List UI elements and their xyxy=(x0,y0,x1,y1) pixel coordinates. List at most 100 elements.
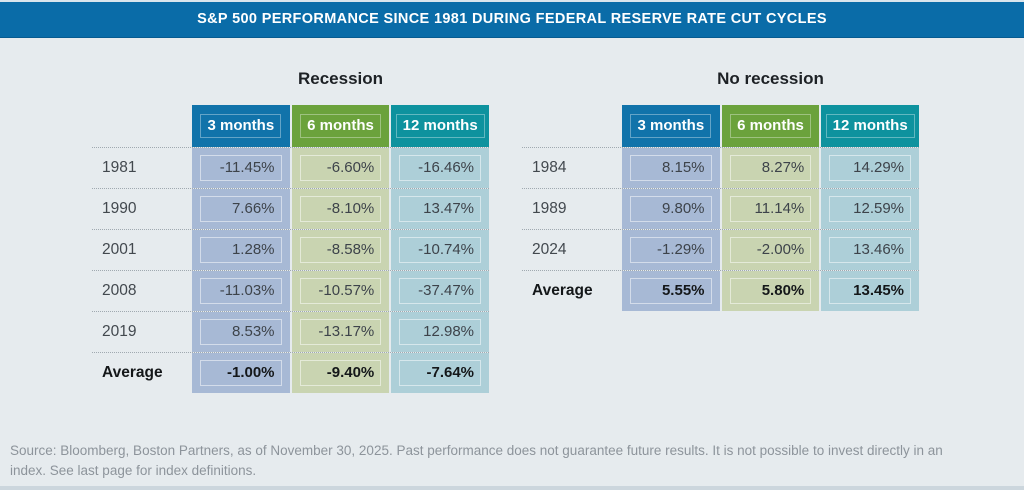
column-header: 12 months xyxy=(821,105,920,147)
value-cell: 14.29% xyxy=(821,148,920,188)
value: 5.80% xyxy=(729,278,812,304)
recession-table: Recession 3 months 6 months 12 months 1981… xyxy=(92,68,490,393)
table-heading-recession: Recession xyxy=(297,69,384,88)
value-cell: -11.45% xyxy=(191,148,290,188)
value: 8.15% xyxy=(629,155,712,181)
column-header-label: 12 months xyxy=(825,114,915,138)
column-header-label: 3 months xyxy=(200,114,282,138)
table-row: 1981 -11.45% -6.60% -16.46% xyxy=(92,147,490,188)
row-label: Average xyxy=(532,282,593,299)
value: 13.45% xyxy=(829,278,912,304)
top-edge-strip xyxy=(0,0,1024,2)
value-cell: 8.27% xyxy=(721,148,820,188)
value-cell: -6.60% xyxy=(291,148,390,188)
value: -7.64% xyxy=(399,360,482,386)
source-note-line-2: index. See last page for index definitio… xyxy=(10,462,257,478)
table-row: 2024 -1.29% -2.00% 13.46% xyxy=(522,229,920,270)
value: 12.98% xyxy=(399,319,482,345)
value: -1.00% xyxy=(199,360,282,386)
value: -37.47% xyxy=(399,278,482,304)
value: 14.29% xyxy=(829,155,912,181)
value: 13.46% xyxy=(829,237,912,263)
value-cell: 13.45% xyxy=(821,271,920,311)
value-cell: -2.00% xyxy=(721,230,820,270)
value: -11.03% xyxy=(199,278,282,304)
value-cell: 5.80% xyxy=(721,271,820,311)
value: -9.40% xyxy=(299,360,382,386)
no-recession-table: No recession 3 months 6 months 12 months 1… xyxy=(522,68,920,311)
value: 7.66% xyxy=(199,196,282,222)
column-header: 12 months xyxy=(391,105,490,147)
value: 13.47% xyxy=(399,196,482,222)
value-cell: 8.15% xyxy=(621,148,720,188)
value-cell: 8.53% xyxy=(191,312,290,352)
row-label: 2024 xyxy=(532,241,567,258)
value-cell: -8.10% xyxy=(291,189,390,229)
value: -8.10% xyxy=(299,196,382,222)
row-label: 1984 xyxy=(532,159,567,176)
value: 9.80% xyxy=(629,196,712,222)
tables-row: Recession 3 months 6 months 12 months 1981… xyxy=(92,68,920,393)
row-label: 1989 xyxy=(532,200,567,217)
table-row: 2019 8.53% -13.17% 12.98% xyxy=(92,311,490,352)
source-note: Source: Bloomberg, Boston Partners, as o… xyxy=(10,441,1018,480)
table-body: 1981 -11.45% -6.60% -16.46% 1990 7.66% -8.10% 1… xyxy=(92,147,490,393)
source-note-line-1: Source: Bloomberg, Boston Partners, as o… xyxy=(10,443,943,458)
table-heading-no-recession: No recession xyxy=(717,69,824,88)
column-header: 6 months xyxy=(721,105,820,147)
row-label: Average xyxy=(102,364,163,381)
value: 11.14% xyxy=(729,196,812,222)
value: -10.57% xyxy=(299,278,382,304)
column-header: 3 months xyxy=(622,105,720,147)
column-header: 6 months xyxy=(291,105,390,147)
column-header-label: 12 months xyxy=(395,114,485,138)
value: 5.55% xyxy=(629,278,712,304)
table-header-row: 3 months 6 months 12 months xyxy=(192,105,490,147)
value-cell: -37.47% xyxy=(391,271,490,311)
value-cell: 9.80% xyxy=(621,189,720,229)
table-row: 2008 -11.03% -10.57% -37.47% xyxy=(92,270,490,311)
row-label: 2008 xyxy=(102,282,137,299)
value-cell: -9.40% xyxy=(291,353,390,393)
value-cell: -7.64% xyxy=(391,353,490,393)
value-cell: -11.03% xyxy=(191,271,290,311)
table-row: 1989 9.80% 11.14% 12.59% xyxy=(522,188,920,229)
value: -2.00% xyxy=(729,237,812,263)
value: -8.58% xyxy=(299,237,382,263)
row-label: 2019 xyxy=(102,323,137,340)
value: 1.28% xyxy=(199,237,282,263)
value-cell: -1.29% xyxy=(621,230,720,270)
value-cell: -8.58% xyxy=(291,230,390,270)
row-label: 1990 xyxy=(102,200,137,217)
table-row: 2001 1.28% -8.58% -10.74% xyxy=(92,229,490,270)
column-header-label: 6 months xyxy=(300,114,381,138)
value: -16.46% xyxy=(399,155,482,181)
value-cell: 5.55% xyxy=(621,271,720,311)
column-header-label: 3 months xyxy=(630,114,712,138)
table-header-row: 3 months 6 months 12 months xyxy=(622,105,920,147)
chart-title-bar: S&P 500 PERFORMANCE SINCE 1981 DURING FE… xyxy=(0,2,1024,38)
value-cell: -13.17% xyxy=(291,312,390,352)
table-row: Average 5.55% 5.80% 13.45% xyxy=(522,270,920,311)
value: -11.45% xyxy=(199,155,282,181)
value-cell: -1.00% xyxy=(191,353,290,393)
value-cell: 1.28% xyxy=(191,230,290,270)
value-cell: 11.14% xyxy=(721,189,820,229)
value-cell: 7.66% xyxy=(191,189,290,229)
table-row: 1984 8.15% 8.27% 14.29% xyxy=(522,147,920,188)
row-label: 2001 xyxy=(102,241,137,258)
value: -1.29% xyxy=(629,237,712,263)
value: 8.53% xyxy=(199,319,282,345)
value: -6.60% xyxy=(299,155,382,181)
value: 8.27% xyxy=(729,155,812,181)
value-cell: 12.98% xyxy=(391,312,490,352)
value: -10.74% xyxy=(399,237,482,263)
column-header-label: 6 months xyxy=(730,114,811,138)
value-cell: -16.46% xyxy=(391,148,490,188)
value-cell: -10.74% xyxy=(391,230,490,270)
value-cell: 13.46% xyxy=(821,230,920,270)
value-cell: -10.57% xyxy=(291,271,390,311)
value: 12.59% xyxy=(829,196,912,222)
value: -13.17% xyxy=(299,319,382,345)
